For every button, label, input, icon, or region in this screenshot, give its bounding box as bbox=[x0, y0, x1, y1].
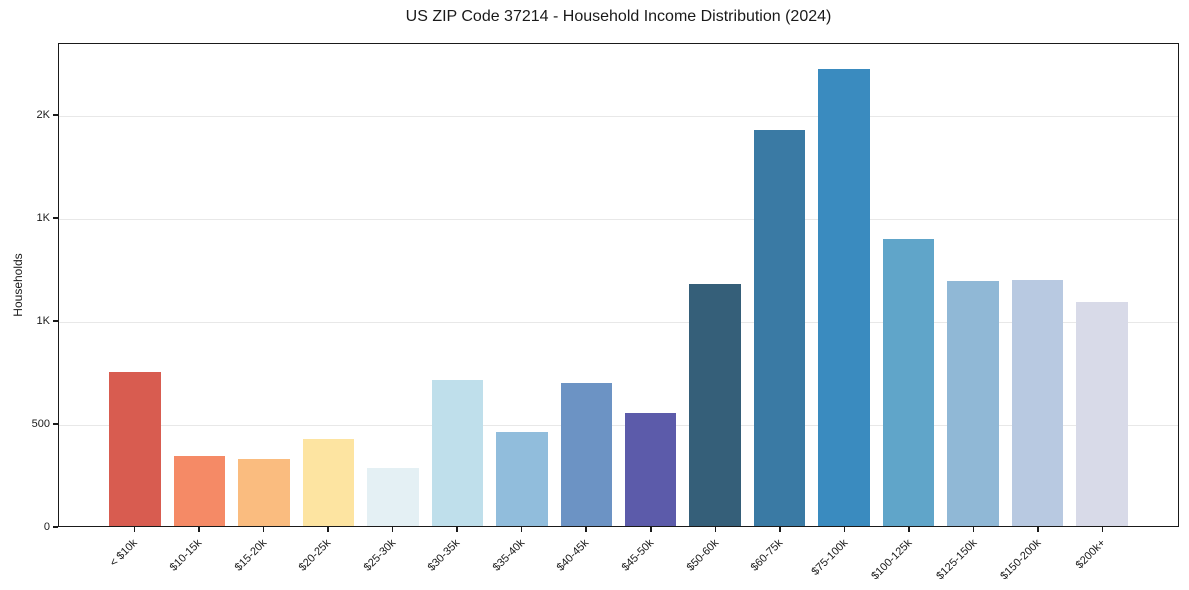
x-tick-mark bbox=[650, 527, 652, 532]
x-tick-label-text: $150-200k bbox=[998, 537, 1044, 583]
x-tick-label-text: $15-20k bbox=[232, 537, 269, 574]
x-tick-mark bbox=[972, 527, 975, 532]
x-tick-label-text: $10-15k bbox=[167, 537, 205, 574]
bar-column bbox=[812, 44, 876, 526]
x-tick-label-text: $60-75k bbox=[748, 537, 786, 574]
gridline-1000 bbox=[59, 322, 1178, 324]
x-tick-label-text: $200k+ bbox=[1073, 537, 1109, 572]
x-tick-label-text: $35-40k bbox=[490, 537, 528, 574]
y-axis-label: Households bbox=[11, 253, 25, 317]
bar-column bbox=[232, 44, 296, 526]
x-tick-mark bbox=[908, 527, 910, 532]
bar-50-60k bbox=[689, 283, 741, 526]
x-tick-label-text: $75-100k bbox=[809, 537, 850, 578]
x-tick-mark bbox=[1037, 527, 1039, 532]
bar-column bbox=[876, 44, 940, 526]
bar-column bbox=[361, 44, 425, 526]
bar-column bbox=[683, 44, 747, 526]
y-tick-mark bbox=[53, 423, 58, 425]
bar-column bbox=[1070, 44, 1134, 526]
bar-column bbox=[167, 44, 231, 526]
bar-10k bbox=[109, 372, 161, 526]
bar-35-40k bbox=[496, 431, 548, 526]
x-tick-mark bbox=[327, 527, 329, 532]
x-tick-mark bbox=[391, 527, 394, 532]
bar-10-15k bbox=[173, 456, 226, 526]
x-tick-label-text: $125-150k bbox=[933, 537, 980, 583]
x-tick-label-text: $45-50k bbox=[619, 537, 657, 574]
x-tick-label-text: $25-30k bbox=[361, 537, 399, 574]
bar-column bbox=[425, 44, 489, 526]
x-tick-mark bbox=[1101, 527, 1104, 532]
gridline-2000 bbox=[59, 116, 1178, 118]
bar-150-200k bbox=[1011, 279, 1064, 526]
bar-200k bbox=[1076, 302, 1128, 526]
x-tick-mark bbox=[714, 527, 717, 532]
x-tick-mark bbox=[585, 527, 587, 532]
y-tick-label: 0 bbox=[43, 521, 50, 533]
plot-area bbox=[58, 43, 1179, 527]
x-tick-label-text: $20-25k bbox=[296, 537, 334, 574]
x-tick-mark bbox=[198, 527, 200, 532]
x-tick-mark bbox=[456, 527, 458, 532]
bar-25-30k bbox=[367, 467, 419, 526]
bars-container bbox=[59, 44, 1178, 526]
chart-title: US ZIP Code 37214 - Household Income Dis… bbox=[405, 8, 832, 25]
x-tick-label-text: $50-60k bbox=[684, 537, 721, 574]
bar-30-35k bbox=[431, 380, 484, 526]
y-tick-label: 1K bbox=[36, 315, 50, 328]
bar-column bbox=[941, 44, 1005, 526]
y-tick-label: 500 bbox=[31, 418, 50, 431]
bar-column bbox=[554, 44, 618, 526]
y-tick-label: 1K bbox=[36, 212, 50, 225]
x-tick-mark bbox=[779, 527, 781, 532]
bar-60-75k bbox=[753, 130, 806, 526]
x-tick-mark bbox=[843, 527, 846, 532]
bar-column bbox=[103, 44, 167, 526]
bar-40-45k bbox=[560, 383, 613, 526]
x-tick-mark bbox=[262, 527, 265, 532]
bar-45-50k bbox=[624, 413, 677, 526]
bar-column bbox=[619, 44, 683, 526]
bar-125-150k bbox=[947, 280, 999, 526]
bar-column bbox=[296, 44, 360, 526]
gridline-1500 bbox=[59, 219, 1178, 221]
y-tick-mark bbox=[53, 114, 58, 116]
x-tick-label-text: $30-35k bbox=[425, 537, 463, 574]
bar-75-100k bbox=[818, 68, 870, 526]
bar-column bbox=[490, 44, 554, 526]
bar-20-25k bbox=[302, 438, 355, 526]
x-tick-label-text: $40-45k bbox=[555, 537, 592, 574]
x-tick-label-text: $100-125k bbox=[869, 537, 915, 583]
x-tick-mark bbox=[133, 527, 136, 532]
bar-100-125k bbox=[882, 238, 935, 526]
y-tick-mark bbox=[53, 320, 58, 322]
y-tick-mark bbox=[53, 526, 58, 528]
x-tick-label-text: < $10k bbox=[107, 537, 140, 570]
x-tick-mark bbox=[520, 527, 523, 532]
gridline-500 bbox=[59, 425, 1178, 427]
bar-column bbox=[1005, 44, 1069, 526]
bar-column bbox=[747, 44, 811, 526]
bar-15-20k bbox=[238, 459, 290, 526]
y-tick-mark bbox=[53, 217, 58, 219]
y-tick-label: 2K bbox=[36, 109, 50, 122]
